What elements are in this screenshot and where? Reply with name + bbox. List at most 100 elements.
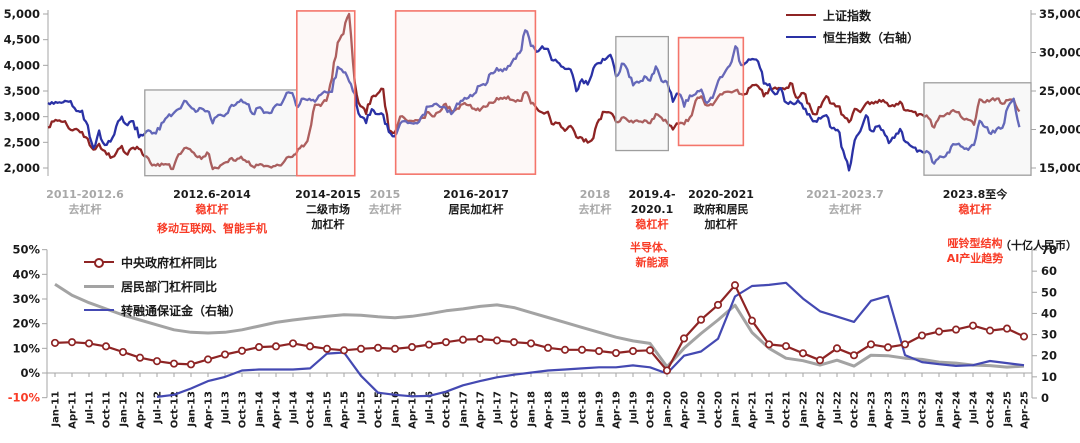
period-annotation: 2011-2012.6 去杠杆 <box>46 187 124 217</box>
bottom-x-axis-label: Apr-14 <box>272 391 283 429</box>
top-right-axis-label: 35,000 <box>1039 7 1080 21</box>
bottom-x-axis-label: Jul-23 <box>901 391 912 424</box>
bottom-right-axis-label: 10 <box>1041 370 1057 384</box>
annotation-line: 稳杠杆 <box>195 203 229 216</box>
bottom-x-axis-label: Jan-15 <box>323 391 334 428</box>
bottom-x-axis-label: Oct-12 <box>170 391 181 428</box>
bottom-right-axis-ticks: 70 60 50 40 30 20 10 0 <box>1032 243 1057 405</box>
bottom-right-axis-label: 60 <box>1041 264 1057 278</box>
legend-label: 居民部门杠杆同比 <box>121 279 218 294</box>
legend-item: 恒生指数（右轴） <box>786 26 919 48</box>
bottom-x-axis-label: Oct-20 <box>714 391 725 428</box>
bottom-x-axis-label: Apr-21 <box>748 391 759 429</box>
highlight-box-red <box>296 10 356 177</box>
annotation-line: 去杠杆 <box>68 203 102 216</box>
legend-item: 转融通保证金（右轴） <box>84 298 241 322</box>
legend-label: 上证指数 <box>823 8 872 23</box>
highlight-box-red <box>677 36 745 147</box>
bottom-x-axis-label: Apr-25 <box>1020 391 1031 429</box>
bottom-right-axis-label: 30 <box>1041 328 1057 342</box>
bottom-x-axis-label: Oct-13 <box>238 391 249 428</box>
bottom-x-axis-label: Jan-11 <box>51 391 62 428</box>
bottom-left-axis-label: 0% <box>20 366 40 380</box>
bottom-x-axis-label: Oct-15 <box>374 391 385 428</box>
legend-line-swatch <box>786 36 816 38</box>
bottom-x-axis-label: Oct-14 <box>306 391 317 428</box>
bottom-x-axis-label: Jul-15 <box>357 391 368 424</box>
bottom-x-axis-labels: Jan-11 Apr-11 Jul-11 Oct-11 Jan-12 Apr-12 Jul-… <box>51 373 1031 429</box>
bottom-x-axis-label: Apr-13 <box>204 391 215 429</box>
bottom-x-axis-label: Oct-11 <box>102 391 113 428</box>
annotation-line: 2011-2012.6 <box>46 188 124 201</box>
annotation-line: 2020.1 <box>630 203 674 216</box>
central-gov-markers <box>50 281 1029 375</box>
period-annotation: 2016-2017 居民加杠杆 <box>443 187 509 217</box>
period-annotation: 2023.8至今 稳杠杆 哑铃型结构 AI产业趋势 <box>943 187 1007 266</box>
bottom-right-axis-label: 40 <box>1041 306 1057 320</box>
bottom-x-axis-label: Apr-23 <box>884 391 895 429</box>
central-gov-leverage-line <box>54 284 1025 372</box>
annotation-line: 加杠杆 <box>704 218 738 231</box>
period-annotation: 2020-2021 政府和居民 加杠杆 <box>688 187 754 232</box>
bottom-x-axis-label: Jul-11 <box>85 391 96 424</box>
annotation-line: 2016-2017 <box>443 188 509 201</box>
shanghai-composite-line <box>47 12 1021 171</box>
bottom-x-axis-label: Jul-13 <box>221 391 232 424</box>
legend-label: 恒生指数（右轴） <box>823 30 920 45</box>
bottom-x-axis-label: Apr-16 <box>408 391 419 429</box>
annotation-line: 2012.6-2014 <box>173 188 251 201</box>
annotation-line: 半导体、 <box>629 241 674 254</box>
top-left-axis-label: 2,500 <box>4 135 40 149</box>
period-annotation: 2018 去杠杆 <box>579 187 612 217</box>
legend-line-swatch <box>786 14 816 16</box>
household-leverage-line <box>54 282 1025 369</box>
bottom-left-axis-label: 10% <box>12 341 40 355</box>
highlight-box-gray <box>923 82 1032 176</box>
bottom-x-axis-label: Jul-24 <box>969 391 980 424</box>
annotation-line: 稳杠杆 <box>958 203 992 216</box>
bottom-left-axis-label: 30% <box>12 292 40 306</box>
annotation-line: 2014-2015 <box>295 188 361 201</box>
bottom-x-axis-label: Jan-13 <box>187 391 198 428</box>
bottom-right-axis-label: 0 <box>1041 391 1049 405</box>
bottom-x-axis-label: Apr-17 <box>476 391 487 429</box>
top-right-axis-label: 25,000 <box>1039 84 1080 98</box>
annotation-line: 居民加杠杆 <box>448 203 504 216</box>
bottom-left-axis-ticks: 50% 40% 30% 20% 10% 0% -10% <box>8 243 47 405</box>
bottom-left-axis-label: -10% <box>8 391 41 405</box>
bottom-x-axis-label: Jul-14 <box>289 391 300 424</box>
bottom-right-axis-label: 50 <box>1041 285 1057 299</box>
legend-item: 上证指数 <box>786 4 919 26</box>
top-chart-legend: 上证指数恒生指数（右轴） <box>786 4 919 48</box>
bottom-x-axis-label: Apr-15 <box>340 391 351 429</box>
top-left-axis-label: 4,000 <box>4 58 40 72</box>
bottom-x-axis-label: Apr-18 <box>544 391 555 429</box>
annotation-line: 政府和居民 <box>693 203 749 216</box>
bottom-x-axis-label: Jan-18 <box>527 391 538 428</box>
bottom-x-axis-label: Apr-22 <box>816 391 827 429</box>
top-right-axis-ticks: 35,000 30,000 25,000 20,000 15,000 <box>1031 7 1080 175</box>
period-annotation: 2012.6-2014 稳杠杆 移动互联网、智能手机 <box>157 187 267 236</box>
highlight-box-gray <box>144 89 298 177</box>
annotation-line: 加杠杆 <box>311 218 345 231</box>
bottom-x-axis-label: Jan-12 <box>119 391 130 428</box>
bottom-x-axis-label: Oct-19 <box>646 391 657 428</box>
annotation-line: 2023.8至今 <box>942 188 1008 201</box>
bottom-right-axis-label: 70 <box>1041 243 1057 257</box>
bottom-x-axis-label: Jul-16 <box>425 391 436 424</box>
top-left-axis-label: 4,500 <box>4 33 40 47</box>
hang-seng-line <box>47 29 1021 172</box>
annotation-line: 2019.4- <box>628 188 676 201</box>
bottom-x-axis-label: Apr-19 <box>612 391 623 429</box>
bottom-x-axis-label: Oct-21 <box>782 391 793 428</box>
annotation-line: AI产业趋势 <box>946 252 1004 265</box>
bottom-right-axis-label: 20 <box>1041 349 1057 363</box>
top-left-axis-label: 2,000 <box>4 161 40 175</box>
legend-item: 中央政府杠杆同比 <box>84 250 241 274</box>
period-highlight-boxes <box>144 10 1032 177</box>
annotation-line: 稳杠杆 <box>635 218 669 231</box>
bottom-x-axis-label: Oct-18 <box>578 391 589 428</box>
bottom-x-axis-label: Jul-20 <box>697 391 708 424</box>
bottom-x-axis-label: Jul-19 <box>629 391 640 424</box>
